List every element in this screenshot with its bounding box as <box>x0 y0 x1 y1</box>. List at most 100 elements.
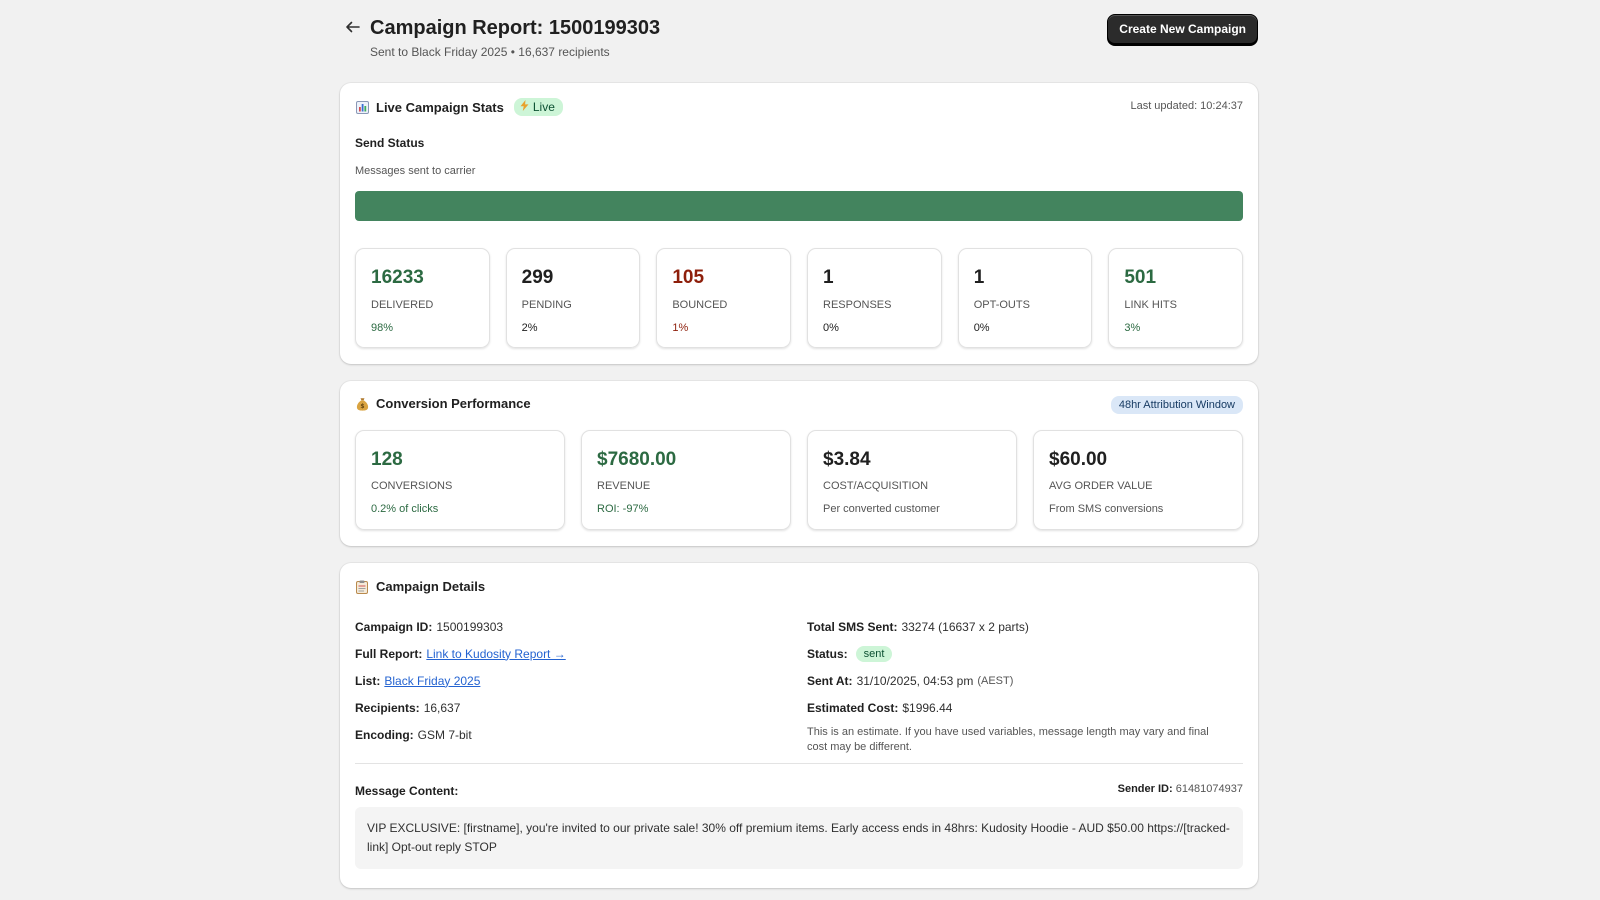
stat-label: RESPONSES <box>823 299 892 311</box>
stat-percentage: 1% <box>672 322 689 334</box>
encoding-label: Encoding: <box>355 727 414 742</box>
encoding-row: Encoding: GSM 7-bit <box>355 721 795 748</box>
status-label: Status: <box>807 646 848 661</box>
report-page: Campaign Report: 1500199303 Sent to Blac… <box>340 0 1258 888</box>
list-row: List: Black Friday 2025 <box>355 667 795 694</box>
stat-label: CONVERSIONS <box>371 480 453 492</box>
stat-percentage: 2% <box>521 322 538 334</box>
stat-label: DELIVERED <box>371 299 434 311</box>
full-report-label: Full Report: <box>355 646 423 661</box>
page-subtitle: Sent to Black Friday 2025 • 16,637 recip… <box>370 45 610 59</box>
page-header: Campaign Report: 1500199303 Sent to Blac… <box>340 0 1258 80</box>
stat-subtext: From SMS conversions <box>1049 503 1164 515</box>
recipients-label: Recipients: <box>355 700 420 715</box>
details-divider <box>355 763 1243 764</box>
stat-percentage: 0% <box>823 322 839 334</box>
live-stats-card: Live Campaign Stats Live Last updated: 1… <box>340 83 1258 364</box>
page-title: Campaign Report: 1500199303 <box>370 17 661 39</box>
stat-value: 1 <box>973 267 985 288</box>
message-content-box: VIP EXCLUSIVE: [firstname], you're invit… <box>355 807 1243 869</box>
status-row: Status: sent <box>807 640 1243 667</box>
estimate-note: This is an estimate. If you have used va… <box>807 726 1209 753</box>
live-stats-title: Live Campaign Stats Live <box>355 98 563 116</box>
conversion-card: $ Conversion Performance 48hr Attributio… <box>340 381 1258 546</box>
stat-label: REVENUE <box>597 480 651 492</box>
stat-card-pending: 299 PENDING 2% <box>505 248 641 348</box>
stat-value: 128 <box>371 449 403 470</box>
campaign-id-value: 1500199303 <box>436 619 504 634</box>
sender-id-label: Sender ID: <box>1117 783 1173 795</box>
details-right-column: Total SMS Sent: 33274 (16637 x 2 parts) … <box>807 613 1243 755</box>
stat-card-cost-acquisition: $3.84 COST/ACQUISITION Per converted custo… <box>807 430 1017 530</box>
clipboard-icon <box>355 580 369 594</box>
send-progress-bar <box>355 191 1243 221</box>
svg-text:$: $ <box>360 403 364 410</box>
stat-card-opt-outs: 1 OPT-OUTS 0% <box>957 248 1093 348</box>
conversion-title: $ Conversion Performance <box>355 396 531 411</box>
status-badge: sent <box>855 645 893 662</box>
stat-value: $7680.00 <box>597 449 677 470</box>
conversion-stats-grid: 128 CONVERSIONS 0.2% of clicks $7680.00 REVE… <box>355 430 1243 530</box>
live-badge-label: Live <box>532 100 555 114</box>
stat-card-bounced: 105 BOUNCED 1% <box>656 248 792 348</box>
create-new-campaign-button[interactable]: Create New Campaign <box>1107 14 1258 44</box>
stat-percentage: 0% <box>973 322 990 334</box>
stat-value: 501 <box>1124 267 1157 288</box>
sent-at-label: Sent At: <box>807 673 853 688</box>
estimated-cost-value: $1996.44 <box>902 700 953 715</box>
details-left-column: Campaign ID: 1500199303 Full Report: Lin… <box>355 613 795 748</box>
stat-card-responses: 1 RESPONSES 0% <box>807 248 942 348</box>
stat-value: 105 <box>672 267 705 288</box>
stat-card-avg-order-value: $60.00 AVG ORDER VALUE From SMS conversion… <box>1033 430 1243 530</box>
send-progress-fill <box>355 191 1243 221</box>
sender-id: Sender ID: 61481074937 <box>1118 783 1243 795</box>
stat-card-delivered: 16233 DELIVERED 98% <box>355 248 490 348</box>
stat-label: AVG ORDER VALUE <box>1049 480 1153 492</box>
recipients-value: 16,637 <box>423 700 461 715</box>
stat-value: 299 <box>521 267 554 288</box>
list-link[interactable]: Black Friday 2025 <box>384 673 481 688</box>
details-title: Campaign Details <box>355 579 485 594</box>
estimated-cost-row: Estimated Cost: $1996.44 <box>807 694 1243 721</box>
sender-id-value: 61481074937 <box>1175 783 1243 795</box>
estimated-cost-label: Estimated Cost: <box>807 700 899 715</box>
stat-value: 1 <box>823 267 834 288</box>
attribution-window-badge: 48hr Attribution Window <box>1110 396 1243 414</box>
conversion-title-text: Conversion Performance <box>376 396 531 411</box>
encoding-value: GSM 7-bit <box>417 727 472 742</box>
total-sms-label: Total SMS Sent: <box>807 619 898 634</box>
stat-label: BOUNCED <box>672 299 728 311</box>
send-status-label: Send Status <box>355 136 425 150</box>
stat-value: $3.84 <box>823 449 871 470</box>
recipients-row: Recipients: 16,637 <box>355 694 795 721</box>
stat-percentage: 3% <box>1124 322 1141 334</box>
last-updated: Last updated: 10:24:37 <box>1130 100 1243 112</box>
live-stats-title-text: Live Campaign Stats <box>376 99 504 115</box>
total-sms-row: Total SMS Sent: 33274 (16637 x 2 parts) <box>807 613 1243 640</box>
stat-card-link-hits: 501 LINK HITS 3% <box>1108 248 1244 348</box>
sent-at-row: Sent At: 31/10/2025, 04:53 pm (AEST) <box>807 667 1243 694</box>
message-content-label: Message Content: <box>355 784 459 798</box>
stat-subtext: Per converted customer <box>823 503 940 515</box>
sent-at-timezone: (AEST) <box>977 674 1014 687</box>
stat-label: LINK HITS <box>1124 299 1177 311</box>
full-report-row: Full Report: Link to Kudosity Report → <box>355 640 795 667</box>
lightning-icon <box>520 100 529 114</box>
stat-percentage: 98% <box>371 322 394 334</box>
list-label: List: <box>355 673 381 688</box>
stat-label: OPT-OUTS <box>973 299 1030 311</box>
send-status-subtitle: Messages sent to carrier <box>355 165 476 177</box>
campaign-id-label: Campaign ID: <box>355 619 433 634</box>
stat-value: $60.00 <box>1049 449 1108 470</box>
stat-subtext: 0.2% of clicks <box>371 503 439 515</box>
full-report-link[interactable]: Link to Kudosity Report → <box>426 646 566 661</box>
live-stats-grid: 16233 DELIVERED 98% 299 PENDING 2% 105 BOUNCED 1… <box>355 248 1244 348</box>
stat-subtext: ROI: -97% <box>597 503 649 515</box>
back-arrow-icon[interactable] <box>344 18 364 38</box>
campaign-details-card: Campaign Details Campaign ID: 1500199303… <box>340 563 1258 888</box>
stat-label: COST/ACQUISITION <box>823 480 929 492</box>
total-sms-value: 33274 (16637 x 2 parts) <box>901 619 1029 634</box>
bar-chart-icon <box>355 100 369 114</box>
sent-at-value: 31/10/2025, 04:53 pm <box>856 673 974 688</box>
stat-label: PENDING <box>521 299 572 311</box>
